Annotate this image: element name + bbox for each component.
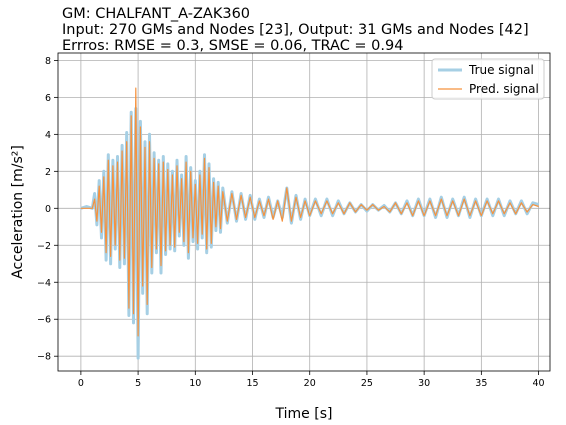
legend-label-pred-signal: Pred. signal: [469, 82, 539, 96]
title-line-2: Input: 270 GMs and Nodes [23], Output: 3…: [62, 22, 529, 38]
y-tick-label: −8: [37, 352, 51, 363]
y-tick-label: −2: [37, 241, 51, 252]
x-tick-label: 0: [78, 378, 84, 389]
chart-title: GM: CHALFANT_A-ZAK360 Input: 270 GMs and…: [62, 6, 529, 54]
y-tick-label: 0: [45, 204, 51, 215]
x-tick-label: 35: [475, 378, 487, 389]
x-tick-label: 15: [246, 378, 258, 389]
x-tick-label: 20: [304, 378, 316, 389]
y-tick-label: −6: [37, 315, 51, 326]
y-tick-label: 8: [45, 56, 51, 67]
series-line-pred-signal: [80, 87, 539, 337]
legend-label-true-signal: True signal: [468, 63, 534, 77]
y-tick-label: −4: [37, 278, 51, 289]
x-tick-label: 25: [361, 378, 373, 389]
x-tick-label: 10: [189, 378, 201, 389]
title-line-1: GM: CHALFANT_A-ZAK360: [62, 6, 251, 22]
plot-frame: [57, 52, 551, 372]
x-tick-label: 5: [135, 378, 141, 389]
legend: True signal Pred. signal: [431, 58, 545, 100]
y-tick-label: 6: [45, 93, 51, 104]
x-tick-label: 40: [533, 378, 545, 389]
y-axis-ticks: −8 −6 −4 −2 0 2 4 6 8: [37, 56, 58, 363]
x-axis-ticks: 0 5 10 15 20 25 30 35 40: [78, 371, 545, 389]
x-tick-label: 30: [418, 378, 430, 389]
y-tick-label: 4: [45, 130, 51, 141]
x-axis-label: Time [s]: [275, 406, 333, 422]
y-axis-label: Acceleration [m/s²]: [10, 145, 26, 279]
title-line-3: Errros: RMSE = 0.3, SMSE = 0.06, TRAC = …: [62, 38, 404, 54]
series-layer: [80, 87, 540, 360]
y-tick-label: 2: [45, 167, 51, 178]
